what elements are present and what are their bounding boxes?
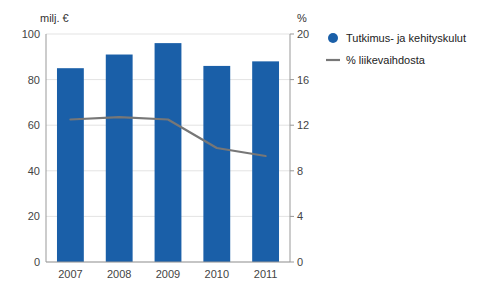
x-tick-label: 2011	[254, 268, 278, 280]
x-tick-label: 2008	[107, 268, 131, 280]
y2-tick	[290, 79, 294, 80]
x-axis	[46, 262, 290, 263]
x-tick-label: 2009	[156, 268, 180, 280]
chart-container: 0 20 40 60 80 100 0 4 8 12 16 20 milj. €% 2007 2008 200…	[0, 0, 494, 290]
y2-tick	[290, 262, 294, 263]
y2-tick	[290, 125, 294, 126]
x-tick-label: 2007	[58, 268, 82, 280]
y-tick-label: 20	[28, 210, 40, 222]
y-tick-label: 100	[22, 28, 40, 40]
legend-label: % liikevaihdosta	[346, 54, 426, 66]
y2-tick-label: 12	[297, 119, 309, 131]
y-tick-label: 60	[28, 119, 40, 131]
grid-line	[46, 34, 290, 35]
bar	[57, 68, 84, 262]
y2-tick	[290, 34, 294, 35]
y2-axis-label: %	[297, 12, 307, 24]
y2-tick-label: 8	[297, 165, 303, 177]
y-axis-label: milj. €	[40, 12, 69, 24]
y-tick-label: 80	[28, 74, 40, 86]
y2-tick	[290, 170, 294, 171]
legend-swatch	[328, 33, 338, 43]
bar	[252, 61, 279, 262]
marks	[57, 43, 279, 262]
y2-axis	[290, 34, 291, 262]
y-tick-label: 40	[28, 165, 40, 177]
grid	[46, 34, 290, 262]
chart: 0 20 40 60 80 100 0 4 8 12 16 20 milj. €% 2007 2008 200…	[0, 0, 494, 290]
x-tick-label: 2010	[205, 268, 229, 280]
legend: Tutkimus- ja kehityskulut % liikevaihdost…	[326, 32, 466, 66]
legend-swatch	[326, 59, 340, 61]
y2-tick	[290, 216, 294, 217]
legend-label: Tutkimus- ja kehityskulut	[346, 32, 466, 44]
line	[70, 117, 265, 156]
y2-tick-label: 16	[297, 74, 309, 86]
bar	[155, 43, 182, 262]
y-tick-label: 0	[34, 256, 40, 268]
y2-tick-label: 4	[297, 210, 303, 222]
y-axis	[46, 34, 47, 262]
grid-line	[46, 262, 290, 263]
y2-tick-label: 20	[297, 28, 309, 40]
bar	[106, 55, 133, 262]
bar	[203, 66, 230, 262]
y2-tick-label: 0	[297, 256, 303, 268]
